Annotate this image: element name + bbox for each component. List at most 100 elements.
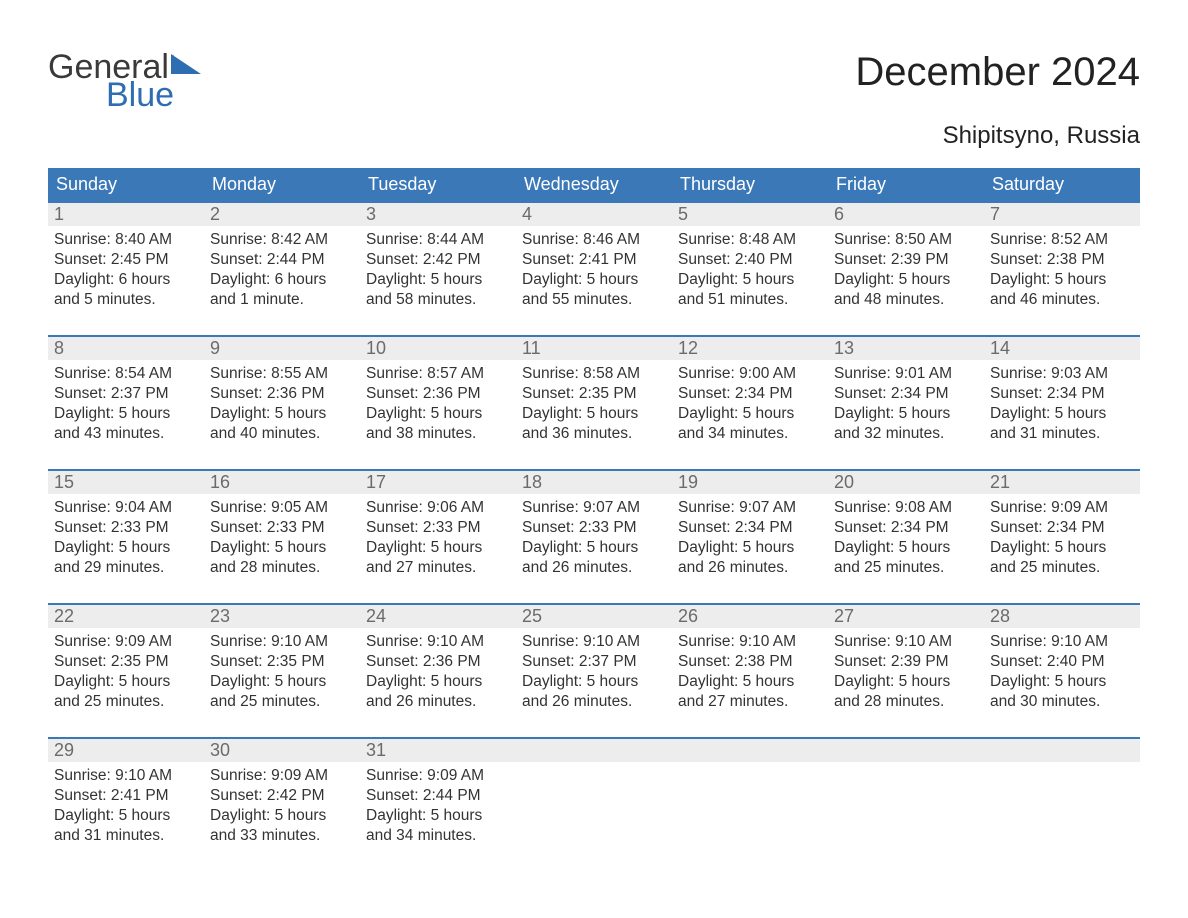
day-line: Daylight: 5 hours: [366, 538, 510, 558]
day-cell: 18Sunrise: 9:07 AMSunset: 2:33 PMDayligh…: [516, 471, 672, 581]
day-cell: 10Sunrise: 8:57 AMSunset: 2:36 PMDayligh…: [360, 337, 516, 447]
day-content: Sunrise: 9:08 AMSunset: 2:34 PMDaylight:…: [828, 494, 984, 579]
day-number: 25: [516, 605, 672, 628]
day-line: Daylight: 5 hours: [54, 806, 198, 826]
day-line: and 26 minutes.: [678, 558, 822, 578]
week-row: 29Sunrise: 9:10 AMSunset: 2:41 PMDayligh…: [48, 737, 1140, 849]
day-line: Sunrise: 9:08 AM: [834, 498, 978, 518]
day-cell: [828, 739, 984, 849]
day-line: Sunset: 2:45 PM: [54, 250, 198, 270]
day-line: Sunrise: 9:05 AM: [210, 498, 354, 518]
day-line: and 51 minutes.: [678, 290, 822, 310]
day-line: and 25 minutes.: [834, 558, 978, 578]
day-line: Daylight: 5 hours: [54, 404, 198, 424]
day-cell: 17Sunrise: 9:06 AMSunset: 2:33 PMDayligh…: [360, 471, 516, 581]
day-line: Daylight: 5 hours: [210, 672, 354, 692]
day-content: Sunrise: 9:10 AMSunset: 2:37 PMDaylight:…: [516, 628, 672, 713]
day-line: Daylight: 5 hours: [366, 404, 510, 424]
day-cell: [984, 739, 1140, 849]
day-content: Sunrise: 9:10 AMSunset: 2:40 PMDaylight:…: [984, 628, 1140, 713]
day-line: Sunset: 2:36 PM: [366, 384, 510, 404]
day-line: Daylight: 5 hours: [834, 270, 978, 290]
day-line: and 30 minutes.: [990, 692, 1134, 712]
day-cell: 16Sunrise: 9:05 AMSunset: 2:33 PMDayligh…: [204, 471, 360, 581]
logo: General Blue: [48, 50, 201, 112]
day-line: and 55 minutes.: [522, 290, 666, 310]
day-content: Sunrise: 8:46 AMSunset: 2:41 PMDaylight:…: [516, 226, 672, 311]
day-line: Sunrise: 9:09 AM: [210, 766, 354, 786]
day-line: Sunrise: 9:09 AM: [54, 632, 198, 652]
day-line: and 29 minutes.: [54, 558, 198, 578]
day-line: Daylight: 5 hours: [522, 404, 666, 424]
day-line: and 28 minutes.: [210, 558, 354, 578]
day-line: Sunrise: 9:10 AM: [522, 632, 666, 652]
day-header: Friday: [828, 168, 984, 201]
day-line: and 33 minutes.: [210, 826, 354, 846]
day-line: Sunset: 2:39 PM: [834, 250, 978, 270]
day-line: and 58 minutes.: [366, 290, 510, 310]
day-content: Sunrise: 8:57 AMSunset: 2:36 PMDaylight:…: [360, 360, 516, 445]
day-number: 27: [828, 605, 984, 628]
day-cell: 11Sunrise: 8:58 AMSunset: 2:35 PMDayligh…: [516, 337, 672, 447]
day-cell: 12Sunrise: 9:00 AMSunset: 2:34 PMDayligh…: [672, 337, 828, 447]
day-line: Sunrise: 8:58 AM: [522, 364, 666, 384]
day-content: Sunrise: 9:04 AMSunset: 2:33 PMDaylight:…: [48, 494, 204, 579]
day-content: Sunrise: 8:54 AMSunset: 2:37 PMDaylight:…: [48, 360, 204, 445]
day-number: 17: [360, 471, 516, 494]
day-content: Sunrise: 8:50 AMSunset: 2:39 PMDaylight:…: [828, 226, 984, 311]
day-cell: 8Sunrise: 8:54 AMSunset: 2:37 PMDaylight…: [48, 337, 204, 447]
day-line: and 25 minutes.: [210, 692, 354, 712]
day-line: Sunrise: 9:10 AM: [834, 632, 978, 652]
weeks-container: 1Sunrise: 8:40 AMSunset: 2:45 PMDaylight…: [48, 201, 1140, 849]
day-number: [828, 739, 984, 762]
day-line: Daylight: 5 hours: [210, 538, 354, 558]
day-content: Sunrise: 9:10 AMSunset: 2:36 PMDaylight:…: [360, 628, 516, 713]
day-line: Sunrise: 9:01 AM: [834, 364, 978, 384]
day-line: Sunset: 2:34 PM: [678, 384, 822, 404]
day-line: Sunset: 2:35 PM: [54, 652, 198, 672]
day-cell: 30Sunrise: 9:09 AMSunset: 2:42 PMDayligh…: [204, 739, 360, 849]
day-line: and 46 minutes.: [990, 290, 1134, 310]
day-cell: 22Sunrise: 9:09 AMSunset: 2:35 PMDayligh…: [48, 605, 204, 715]
day-number: 31: [360, 739, 516, 762]
day-number: 7: [984, 203, 1140, 226]
day-cell: 15Sunrise: 9:04 AMSunset: 2:33 PMDayligh…: [48, 471, 204, 581]
day-content: Sunrise: 9:10 AMSunset: 2:41 PMDaylight:…: [48, 762, 204, 847]
day-content: Sunrise: 9:07 AMSunset: 2:34 PMDaylight:…: [672, 494, 828, 579]
day-line: Sunrise: 9:10 AM: [54, 766, 198, 786]
day-line: Sunrise: 9:10 AM: [678, 632, 822, 652]
day-line: Sunrise: 8:54 AM: [54, 364, 198, 384]
day-line: and 5 minutes.: [54, 290, 198, 310]
day-line: Sunrise: 9:04 AM: [54, 498, 198, 518]
day-line: Daylight: 5 hours: [366, 806, 510, 826]
day-line: Sunrise: 9:10 AM: [366, 632, 510, 652]
day-line: Sunset: 2:36 PM: [366, 652, 510, 672]
day-line: Daylight: 5 hours: [678, 672, 822, 692]
day-line: Sunset: 2:41 PM: [522, 250, 666, 270]
day-number: 22: [48, 605, 204, 628]
page-title: December 2024: [855, 50, 1140, 95]
day-number: 6: [828, 203, 984, 226]
day-content: Sunrise: 8:58 AMSunset: 2:35 PMDaylight:…: [516, 360, 672, 445]
day-content: Sunrise: 8:48 AMSunset: 2:40 PMDaylight:…: [672, 226, 828, 311]
day-cell: 26Sunrise: 9:10 AMSunset: 2:38 PMDayligh…: [672, 605, 828, 715]
day-line: and 27 minutes.: [678, 692, 822, 712]
day-number: 13: [828, 337, 984, 360]
day-line: Sunrise: 9:07 AM: [522, 498, 666, 518]
day-number: 23: [204, 605, 360, 628]
day-number: 28: [984, 605, 1140, 628]
day-number: [672, 739, 828, 762]
day-number: 15: [48, 471, 204, 494]
day-header: Sunday: [48, 168, 204, 201]
day-line: and 28 minutes.: [834, 692, 978, 712]
day-line: Daylight: 5 hours: [990, 404, 1134, 424]
day-number: 24: [360, 605, 516, 628]
day-header: Saturday: [984, 168, 1140, 201]
day-line: Daylight: 5 hours: [834, 404, 978, 424]
day-line: Daylight: 6 hours: [210, 270, 354, 290]
day-line: Sunrise: 8:57 AM: [366, 364, 510, 384]
day-content: Sunrise: 9:09 AMSunset: 2:42 PMDaylight:…: [204, 762, 360, 847]
day-line: Sunset: 2:38 PM: [990, 250, 1134, 270]
day-line: Daylight: 5 hours: [522, 672, 666, 692]
day-line: Daylight: 5 hours: [990, 270, 1134, 290]
